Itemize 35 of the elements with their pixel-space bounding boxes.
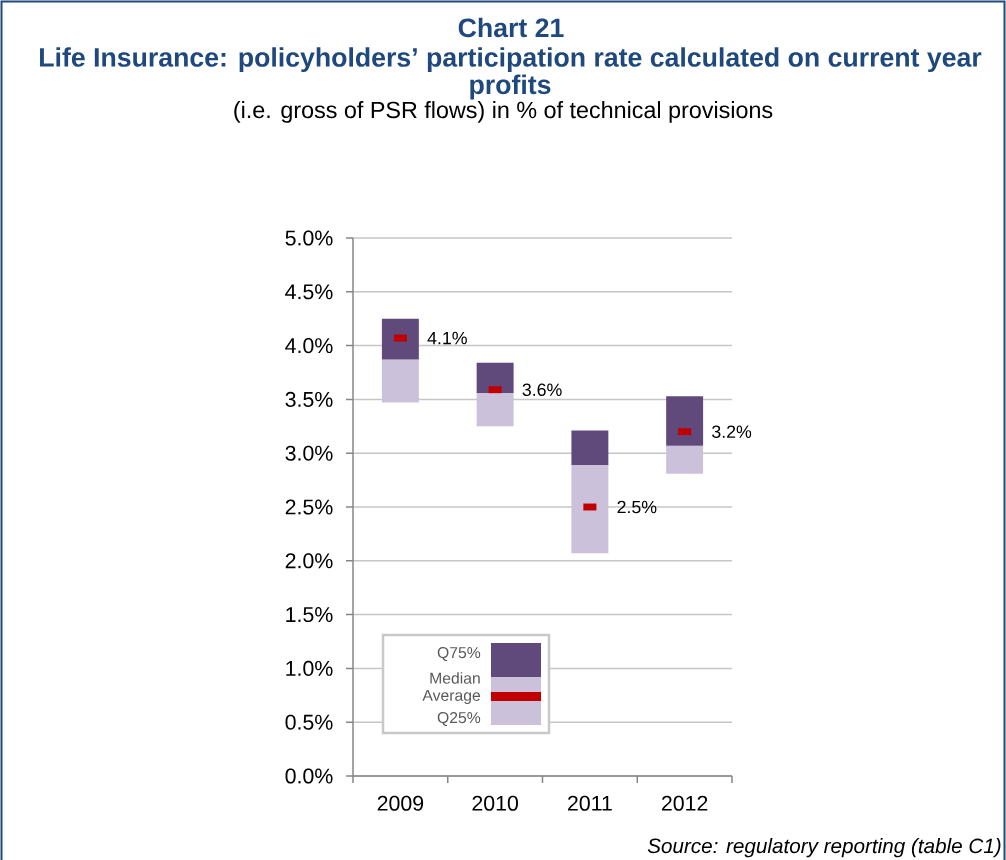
chart-subtitle: (i.e. gross of PSR flows) in % of technical provisions: [234, 101, 773, 123]
x-tick-label: 2009: [377, 795, 424, 811]
bar: [381, 359, 419, 403]
y-tick-label: 2.0%: [285, 553, 333, 569]
y-tick-label: 5.0%: [285, 230, 333, 246]
bar: [476, 392, 514, 427]
bar: [476, 362, 514, 393]
y-tick-label: 3.5%: [285, 391, 333, 407]
legend-label: Q75%: [437, 647, 481, 661]
y-tick-label: 3.0%: [285, 445, 333, 461]
x-tick-label: 2010: [472, 795, 518, 811]
x-tick-label: 2012: [661, 795, 708, 811]
chart-title: Life Insurance: policyholders’ participation rate calculated on current year profits: [40, 47, 982, 100]
data-label: 3.2%: [712, 425, 752, 438]
bar: [666, 396, 704, 446]
y-tick-label: 0.0%: [285, 768, 333, 784]
source-note: Source: regulatory reporting (table C1): [647, 838, 1001, 858]
y-tick-label: 4.0%: [285, 338, 333, 354]
bar: [666, 445, 704, 474]
bar: [381, 318, 419, 360]
caption: Chart 21: [458, 17, 564, 38]
bar: [571, 430, 609, 466]
legend-label: Average: [422, 689, 481, 705]
legend-label: Q25%: [437, 712, 481, 726]
data-label: 3.6%: [522, 383, 562, 396]
data-label: 4.1%: [427, 331, 467, 345]
y-tick-label: 1.0%: [286, 660, 333, 676]
x-tick-label: 2011: [568, 795, 612, 811]
data-label: 2.5%: [617, 500, 657, 514]
y-tick-label: 2.5%: [285, 499, 333, 515]
y-tick-label: 1.5%: [286, 607, 333, 623]
annotation: Median: [430, 672, 480, 684]
bar: [571, 465, 609, 554]
y-tick-label: 4.5%: [285, 284, 333, 300]
y-tick-label: 0.5%: [285, 714, 333, 730]
